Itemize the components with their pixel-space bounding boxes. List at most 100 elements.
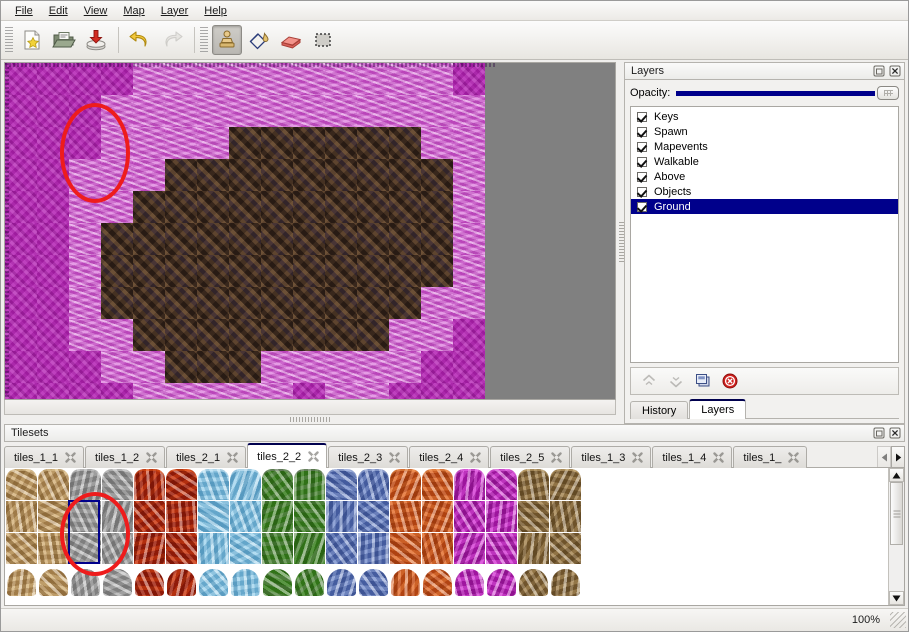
tileset-tile[interactable] [134,469,165,500]
map-tile-pink[interactable] [389,95,421,127]
map-tile-dirt[interactable] [165,255,197,287]
map-tile-magenta[interactable] [37,191,69,223]
tileset-tab-tiles_2_1[interactable]: tiles_2_1 [166,446,247,468]
tileset-tile[interactable] [454,469,485,500]
map-tile-pink[interactable] [165,383,197,399]
tileset-tile[interactable] [6,501,37,532]
map-tile-magenta[interactable] [5,319,37,351]
map-tile-magenta[interactable] [37,95,69,127]
map-tile-pink[interactable] [133,383,165,399]
scroll-down-button[interactable] [889,591,904,605]
tool-group-grip[interactable] [200,27,208,53]
stamp-tool-button[interactable] [212,25,242,55]
move-layer-down-button[interactable] [664,370,688,392]
tileset-tile[interactable] [198,565,229,596]
tab-scroll-right-button[interactable] [891,446,905,468]
map-tile-pink[interactable] [389,63,421,95]
map-tile-dirt[interactable] [197,191,229,223]
map-tile-dirt[interactable] [133,223,165,255]
map-tile-magenta[interactable] [453,63,485,95]
map-tile-dirt[interactable] [325,319,357,351]
scroll-up-button[interactable] [889,468,904,482]
tileset-tile[interactable] [6,469,37,500]
map-tile-pink[interactable] [453,223,485,255]
tileset-tile[interactable] [166,501,197,532]
map-tile-magenta[interactable] [421,351,453,383]
save-button[interactable] [81,25,111,55]
layer-visibility-checkbox[interactable] [637,126,647,137]
scroll-thumb[interactable] [890,482,903,546]
map-tile-pink[interactable] [453,95,485,127]
map-tile-pink[interactable] [133,159,165,191]
layer-visibility-checkbox[interactable] [637,111,647,122]
map-tile-dirt[interactable] [293,159,325,191]
map-tile-dirt[interactable] [325,159,357,191]
tileset-tile[interactable] [454,501,485,532]
close-tab-icon[interactable] [227,452,238,463]
tileset-tile[interactable] [486,533,517,564]
map-tile-dirt[interactable] [357,159,389,191]
map-tile-pink[interactable] [389,351,421,383]
map-tile-pink[interactable] [357,63,389,95]
map-tile-dirt[interactable] [229,319,261,351]
map-tile-pink[interactable] [389,319,421,351]
map-tile-pink[interactable] [261,383,293,399]
map-tile-pink[interactable] [69,319,101,351]
close-tab-icon[interactable] [470,452,481,463]
tileset-tile[interactable] [38,565,69,596]
map-tile-dirt[interactable] [165,191,197,223]
map-tile-magenta[interactable] [37,159,69,191]
map-tile-pink[interactable] [133,63,165,95]
tileset-tile[interactable] [422,565,453,596]
map-tile-dirt[interactable] [421,191,453,223]
map-tile-dirt[interactable] [165,287,197,319]
opacity-slider-handle[interactable] [877,86,899,100]
vertical-splitter[interactable] [618,60,624,424]
tileset-tile[interactable] [358,533,389,564]
tileset-tile[interactable] [358,565,389,596]
map-tile-pink[interactable] [197,63,229,95]
tileset-tab-tiles_1_4[interactable]: tiles_1_4 [652,446,733,468]
map-tile-pink[interactable] [357,351,389,383]
map-tile-dirt[interactable] [421,159,453,191]
map-tile-pink[interactable] [101,319,133,351]
window-resize-grip[interactable] [890,612,906,628]
map-tile-magenta[interactable] [453,383,485,399]
tileset-tile[interactable] [358,469,389,500]
tileset-tab-tiles_2_2[interactable]: tiles_2_2 [247,443,328,468]
map-tile-dirt[interactable] [229,351,261,383]
map-tile-dirt[interactable] [357,255,389,287]
map-tile-pink[interactable] [229,63,261,95]
map-tile-pink[interactable] [325,95,357,127]
tileset-tile[interactable] [550,565,581,596]
tileset-vscrollbar[interactable] [888,468,904,605]
map-tile-pink[interactable] [101,127,133,159]
map-tile-dirt[interactable] [101,287,133,319]
tileset-tile[interactable] [230,565,261,596]
map-tile-pink[interactable] [293,95,325,127]
map-tile-dirt[interactable] [229,255,261,287]
map-tile-dirt[interactable] [165,223,197,255]
tileset-tile[interactable] [198,533,229,564]
map-tile-magenta[interactable] [5,191,37,223]
new-button[interactable] [17,25,47,55]
map-tile-magenta[interactable] [5,287,37,319]
map-tile-dirt[interactable] [261,287,293,319]
map-tile-dirt[interactable] [165,319,197,351]
tileset-tile[interactable] [70,565,101,596]
map-tile-magenta[interactable] [37,63,69,95]
map-tile-pink[interactable] [325,351,357,383]
tileset-tile[interactable] [230,469,261,500]
redo-button[interactable] [157,25,187,55]
tileset-tile[interactable] [70,533,101,564]
map-tile-pink[interactable] [293,351,325,383]
map-tile-pink[interactable] [453,191,485,223]
map-tile-dirt[interactable] [293,191,325,223]
map-tile-pink[interactable] [229,383,261,399]
layer-visibility-checkbox[interactable] [637,156,647,167]
map-tile-dirt[interactable] [197,351,229,383]
map-tile-dirt[interactable] [133,255,165,287]
close-tab-icon[interactable] [389,452,400,463]
menu-help[interactable]: Help [196,3,235,19]
map-tile-magenta[interactable] [69,95,101,127]
